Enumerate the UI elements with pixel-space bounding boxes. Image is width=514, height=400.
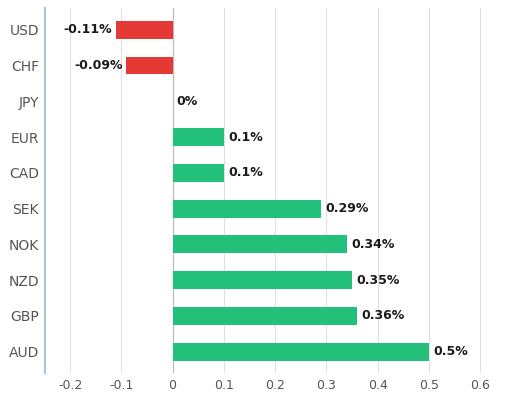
Text: 0.1%: 0.1% xyxy=(228,130,263,144)
Text: 0%: 0% xyxy=(177,95,198,108)
Bar xyxy=(173,164,224,182)
Bar xyxy=(173,271,352,289)
Text: -0.11%: -0.11% xyxy=(64,23,112,36)
Text: 0.5%: 0.5% xyxy=(433,345,468,358)
Text: 0.36%: 0.36% xyxy=(361,309,405,322)
Text: 0.34%: 0.34% xyxy=(351,238,394,251)
Text: 0.35%: 0.35% xyxy=(356,274,399,287)
Text: 0.29%: 0.29% xyxy=(325,202,369,215)
Bar xyxy=(116,21,173,39)
Text: 0.1%: 0.1% xyxy=(228,166,263,179)
Text: -0.09%: -0.09% xyxy=(74,59,122,72)
Bar xyxy=(173,200,321,218)
Bar xyxy=(173,236,347,253)
Bar xyxy=(173,343,429,360)
Bar xyxy=(126,57,173,74)
Bar xyxy=(173,128,224,146)
Bar xyxy=(173,307,357,325)
